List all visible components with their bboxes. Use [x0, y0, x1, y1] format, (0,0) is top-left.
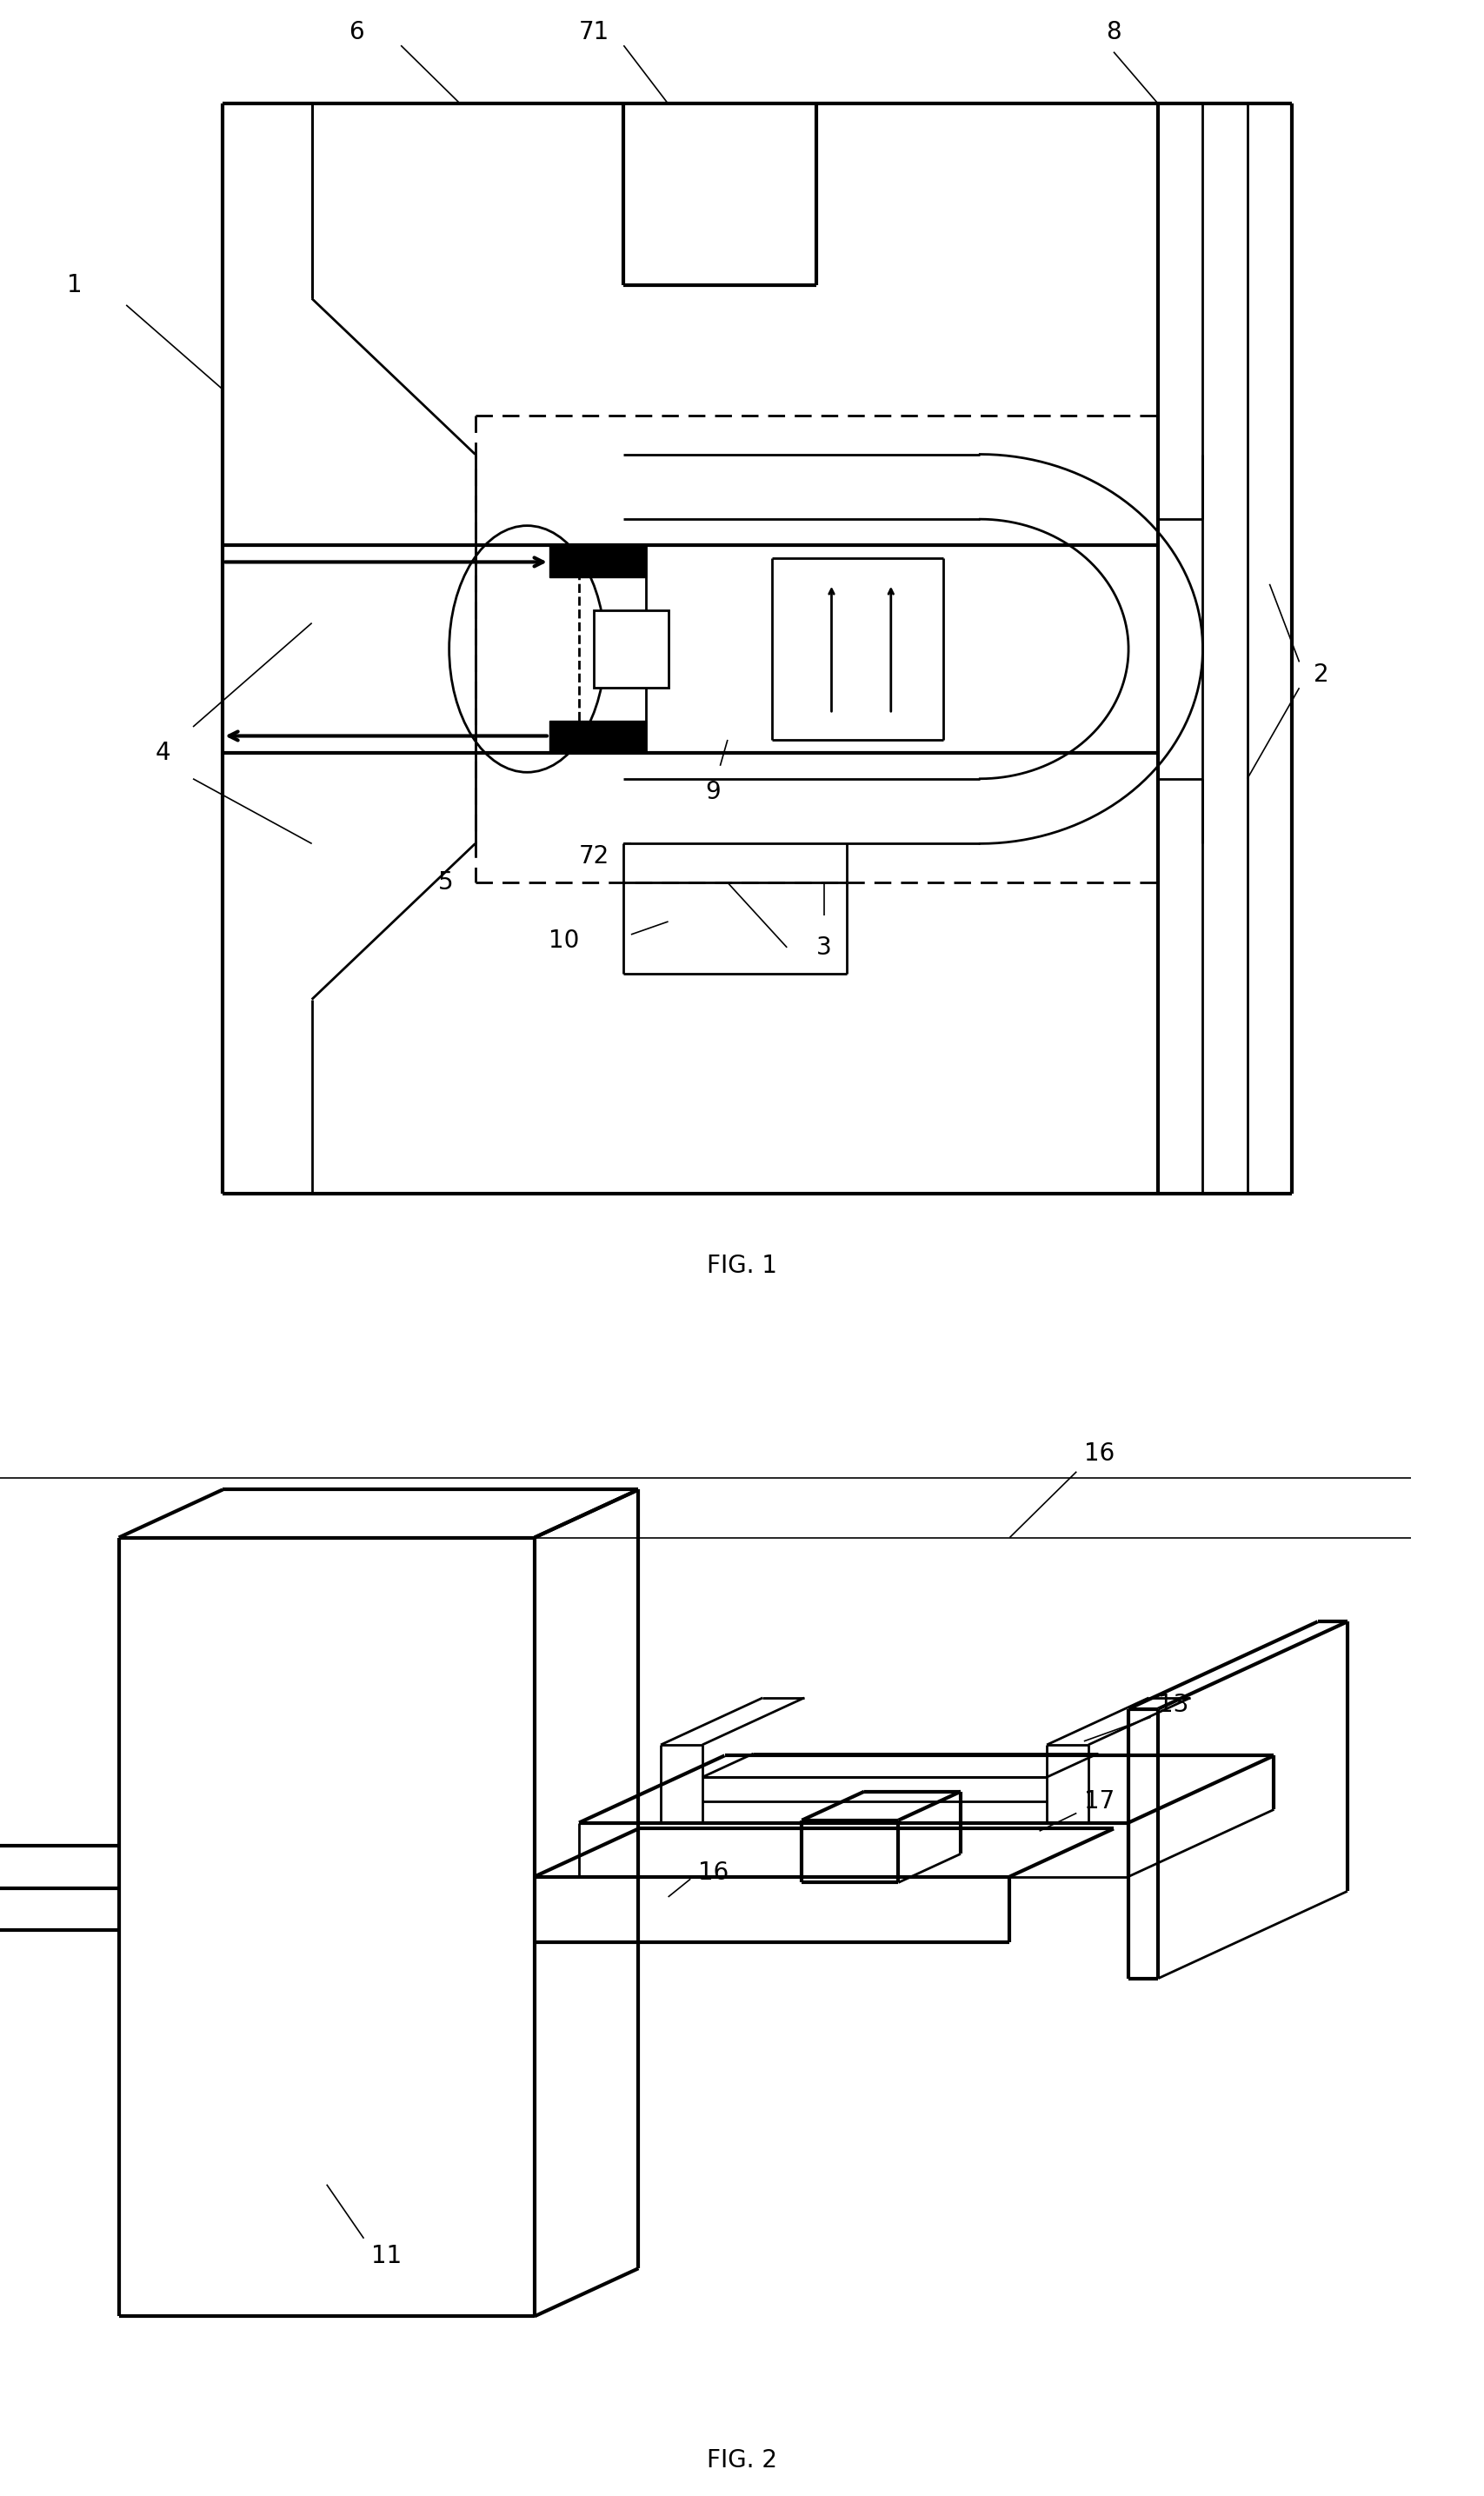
Text: 4: 4	[156, 741, 171, 764]
Text: 16: 16	[697, 1862, 729, 1884]
Text: 9: 9	[705, 779, 720, 804]
Text: 3: 3	[816, 936, 831, 958]
Polygon shape	[549, 544, 646, 577]
Text: 5: 5	[438, 871, 453, 894]
Text: 72: 72	[579, 844, 608, 869]
Text: 10: 10	[549, 929, 579, 953]
Text: 13: 13	[1158, 1692, 1189, 1717]
Text: FIG. 1: FIG. 1	[706, 1253, 778, 1278]
Text: 71: 71	[579, 20, 608, 45]
Text: 8: 8	[1106, 20, 1120, 45]
Polygon shape	[549, 721, 646, 754]
Text: 16: 16	[1083, 1443, 1114, 1465]
Text: 6: 6	[349, 20, 364, 45]
Text: 17: 17	[1083, 1790, 1114, 1812]
FancyBboxPatch shape	[594, 609, 668, 689]
Text: FIG. 2: FIG. 2	[706, 2449, 778, 2471]
Text: 2: 2	[1313, 664, 1328, 686]
Text: 1: 1	[67, 275, 82, 297]
Text: 11: 11	[371, 2244, 402, 2269]
